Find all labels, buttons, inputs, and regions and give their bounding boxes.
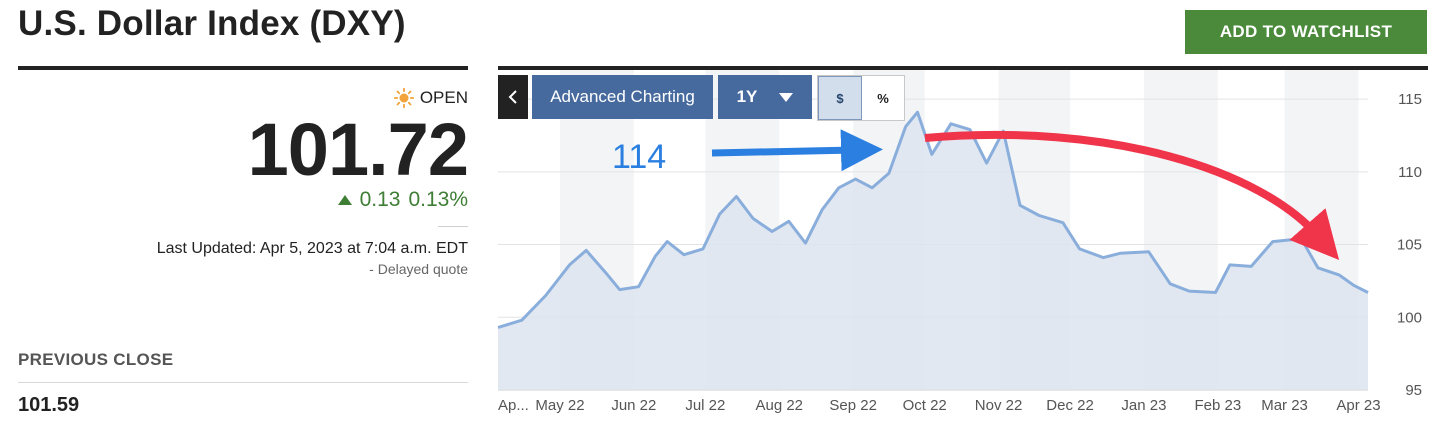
previous-close-label: PREVIOUS CLOSE <box>18 350 174 369</box>
annotation-red-arrow <box>924 130 1340 261</box>
annotation-peak-label: 114 <box>612 138 667 176</box>
market-status-label: OPEN <box>419 88 468 107</box>
previous-close-divider <box>18 382 468 383</box>
x-tick-label: Apr 23 <box>1336 397 1380 414</box>
header-divider-right <box>498 66 1428 70</box>
y-tick-label: 110 <box>1398 164 1422 181</box>
x-tick-label: Dec 22 <box>1046 397 1094 414</box>
delayed-quote-note: - Delayed quote <box>369 261 468 277</box>
chart-back-button[interactable] <box>498 75 528 119</box>
change-percent: 0.13% <box>408 188 468 211</box>
change-divider <box>438 226 468 227</box>
range-label: 1Y <box>736 87 758 106</box>
previous-close-value: 101.59 <box>18 394 80 416</box>
y-tick-label: 105 <box>1397 237 1422 254</box>
series-area <box>498 112 1368 390</box>
range-dropdown[interactable]: 1Y <box>718 75 812 119</box>
x-tick-label: Jun 22 <box>611 397 656 414</box>
sun-icon <box>393 88 414 108</box>
x-tick-label: May 22 <box>535 397 584 414</box>
price-change: 0.13 0.13% <box>337 188 468 212</box>
currency-percent-toggle: $ % <box>817 75 905 121</box>
page-title: U.S. Dollar Index (DXY) <box>18 4 406 43</box>
header-divider-left <box>18 66 468 70</box>
series-line <box>497 110 1369 329</box>
y-tick-label: 115 <box>1398 91 1422 108</box>
add-to-watchlist-button[interactable]: ADD TO WATCHLIST <box>1185 10 1427 54</box>
advanced-charting-button[interactable]: Advanced Charting <box>532 75 713 119</box>
x-tick-label: Mar 23 <box>1261 397 1308 414</box>
change-value: 0.13 <box>359 188 401 211</box>
x-tick-label: Jul 22 <box>685 397 725 414</box>
x-tick-label: Aug 22 <box>755 397 803 414</box>
x-tick-label: Nov 22 <box>975 397 1023 414</box>
y-tick-label: 100 <box>1397 309 1422 326</box>
up-arrow-icon <box>337 195 352 205</box>
last-updated: Last Updated: Apr 5, 2023 at 7:04 a.m. E… <box>156 240 468 257</box>
market-status: OPEN <box>393 88 468 108</box>
x-tick-label: Oct 22 <box>903 397 947 414</box>
x-tick-label: Ap... <box>498 397 529 414</box>
y-tick-label: 95 <box>1405 382 1422 399</box>
x-tick-label: Jan 23 <box>1121 397 1166 414</box>
percent-toggle[interactable]: % <box>877 90 889 106</box>
x-tick-label: Sep 22 <box>829 397 877 414</box>
dollar-toggle[interactable]: $ <box>818 76 862 120</box>
chevron-left-icon <box>508 90 517 104</box>
x-tick-label: Feb 23 <box>1194 397 1241 414</box>
caret-down-icon <box>779 92 794 102</box>
last-price: 101.72 <box>247 108 469 191</box>
annotation-blue-arrow <box>711 129 883 172</box>
